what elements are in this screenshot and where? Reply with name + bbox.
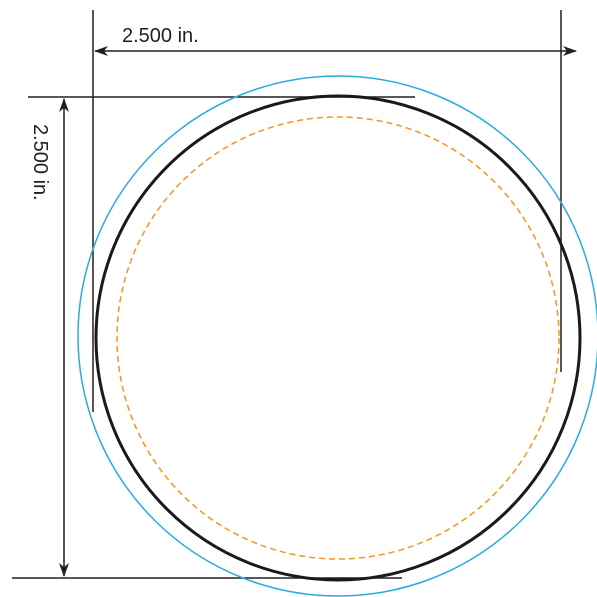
- width-dimension-label: 2.500 in.: [122, 25, 199, 47]
- safe-area-circle: [116, 116, 560, 560]
- height-dimension-label: 2.500 in.: [29, 124, 51, 201]
- cut-circle: [94, 94, 582, 582]
- bleed-circle: [77, 75, 597, 597]
